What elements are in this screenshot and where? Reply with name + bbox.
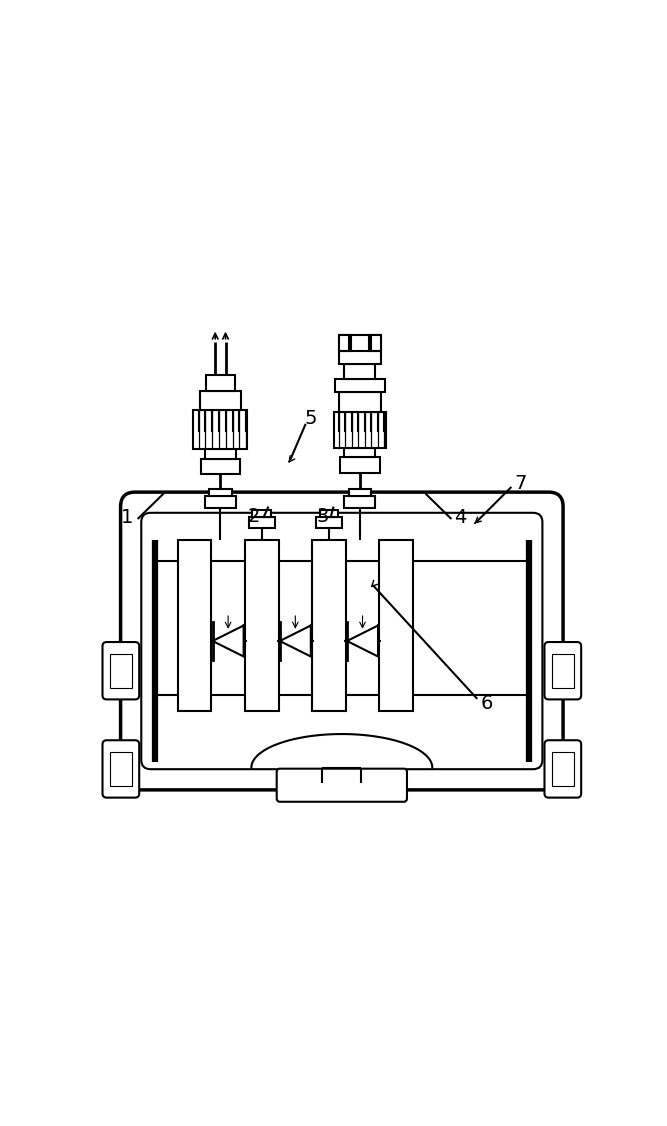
Bar: [344, 364, 376, 379]
Bar: [344, 497, 376, 508]
FancyBboxPatch shape: [544, 740, 581, 797]
Bar: [380, 540, 413, 711]
Bar: [206, 375, 235, 391]
Bar: [340, 392, 381, 412]
Text: 7: 7: [514, 474, 526, 493]
FancyBboxPatch shape: [103, 740, 139, 797]
Bar: [344, 448, 376, 457]
Bar: [110, 752, 132, 786]
Bar: [312, 540, 346, 711]
FancyBboxPatch shape: [141, 512, 542, 769]
Bar: [552, 752, 574, 786]
Bar: [316, 518, 342, 528]
Text: 6: 6: [480, 694, 493, 713]
Bar: [201, 458, 240, 474]
Bar: [110, 654, 132, 688]
Text: 2: 2: [247, 508, 260, 527]
Bar: [177, 540, 211, 711]
Text: 4: 4: [454, 509, 467, 527]
Text: 5: 5: [305, 409, 317, 428]
Bar: [340, 457, 380, 473]
Text: 3: 3: [316, 508, 328, 527]
Bar: [245, 540, 279, 711]
Bar: [349, 489, 372, 497]
FancyBboxPatch shape: [544, 642, 581, 699]
Bar: [319, 510, 338, 518]
Bar: [340, 336, 381, 364]
Bar: [205, 449, 236, 458]
Bar: [199, 391, 241, 411]
Bar: [340, 336, 351, 351]
Bar: [249, 518, 275, 528]
FancyBboxPatch shape: [121, 492, 563, 789]
Text: 1: 1: [121, 509, 133, 527]
Bar: [209, 489, 231, 497]
Bar: [335, 379, 385, 392]
Bar: [552, 654, 574, 688]
FancyBboxPatch shape: [277, 769, 407, 802]
Bar: [193, 411, 247, 449]
Bar: [370, 336, 381, 351]
FancyBboxPatch shape: [103, 642, 139, 699]
Bar: [205, 497, 236, 508]
Bar: [252, 510, 271, 518]
Bar: [334, 412, 386, 448]
